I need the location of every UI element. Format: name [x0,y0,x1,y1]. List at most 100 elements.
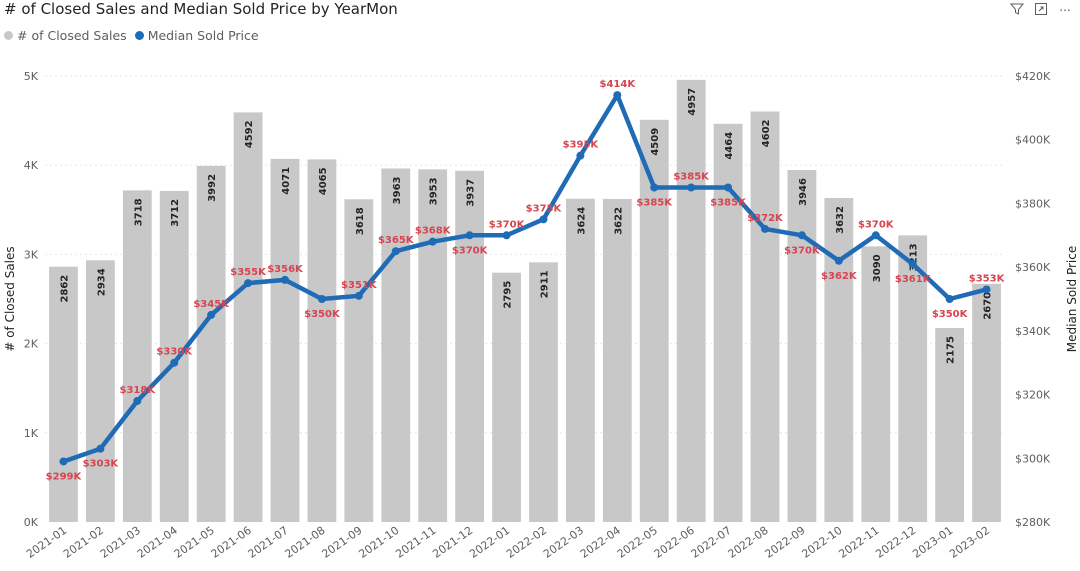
bar-value-label: 3712 [170,199,181,227]
median-price-point [539,215,548,224]
x-axis-tick-label: 2022-08 [726,524,771,561]
bar-value-label: 3953 [429,177,440,205]
x-axis-tick-label: 2022-12 [873,524,918,561]
legend-item-median-price[interactable]: Median Sold Price [134,28,259,43]
bar-closed-sales [122,190,152,522]
bar-value-label: 3718 [133,198,144,226]
more-options-icon[interactable]: ... [1058,2,1072,16]
bar-value-label: 4509 [650,128,661,156]
x-axis-tick-label: 2022-03 [541,524,586,561]
visual-header-toolbar: ... [1010,2,1072,16]
median-price-point [354,291,363,300]
x-axis-tick-label: 2023-01 [910,524,955,561]
bar-closed-sales [233,112,263,522]
median-price-point [391,247,400,256]
bar-closed-sales [898,235,928,523]
median-price-point [761,224,769,233]
bar-closed-sales [935,327,965,522]
x-axis-tick-label: 2021-11 [393,524,438,561]
bar-closed-sales [49,266,78,522]
more-options-label: ... [1059,2,1070,14]
focus-mode-icon[interactable] [1034,2,1048,16]
bar-closed-sales [159,190,189,523]
x-axis-tick-label: 2022-09 [763,524,808,561]
right-axis-tick-label: $400K [1015,134,1051,147]
bar-closed-sales [529,262,558,522]
x-axis-tick-label: 2022-10 [799,524,844,561]
bar-closed-sales [602,198,632,522]
median-price-point [945,295,954,303]
price-data-label: $353K [969,273,1006,284]
price-data-label: $361K [895,274,932,285]
legend-item-closed-sales[interactable]: # of Closed Sales [4,28,127,43]
x-axis-tick-label: 2021-08 [283,524,328,561]
bar-value-label: 3618 [355,207,366,235]
bar-closed-sales [676,79,706,522]
price-data-label: $350K [932,309,969,320]
median-price-point [871,231,880,240]
bar-value-label: 3213 [909,243,920,271]
chart-title: # of Closed Sales and Median Sold Price … [4,0,398,18]
price-data-label: $362K [821,271,858,282]
bar-value-label: 2795 [503,281,514,309]
left-axis-tick-label: 1K [24,427,39,440]
median-price-point [502,231,511,240]
right-axis-tick-label: $380K [1015,197,1051,210]
bar-value-label: 3992 [207,174,218,202]
price-data-label: $350K [304,309,341,320]
bar-closed-sales [85,260,115,522]
legend-swatch-closed-sales [4,31,13,40]
bar-value-label: 3632 [835,206,846,234]
x-axis-tick-label: 2021-01 [24,524,69,561]
median-price-point [133,396,142,405]
price-labels: $299K$303K $318K $330K $345K $355K $356K $350K… [46,79,1006,482]
bar-value-label: 4464 [724,132,735,160]
median-price-point [281,275,289,284]
median-price-point [724,183,733,192]
line-median-price [59,91,991,466]
median-price-point [170,358,179,367]
bar-closed-sales [381,168,411,522]
median-price-point [244,279,253,288]
median-price-point [650,183,659,192]
left-axis-tick-label: 3K [24,248,39,261]
bar-value-label: 2175 [946,336,957,364]
bar-value-label: 4071 [281,167,292,195]
price-data-label: $395K [563,140,600,151]
x-axis-tick-label: 2021-07 [246,524,291,561]
price-data-label: $365K [378,235,415,246]
right-axis-tick-label: $320K [1015,389,1051,402]
median-price-point [687,183,696,192]
bar-closed-sales [565,198,595,522]
bar-closed-sales [750,111,780,523]
median-price-point [96,444,105,453]
bar-value-label: 3090 [872,254,883,282]
bar-value-label: 3963 [392,176,403,204]
x-axis-tick-label: 2022-06 [652,524,697,561]
price-data-label: $370K [858,219,895,230]
x-axis-tick-label: 2021-12 [430,524,475,561]
median-price-line [61,92,989,464]
x-axis-tick-label: 2021-10 [356,524,401,561]
median-price-point [59,457,68,466]
price-data-label: $299K [46,471,83,482]
price-data-label: $370K [452,245,489,256]
price-data-label: $368K [415,226,452,237]
price-data-label: $385K [636,198,673,209]
filter-icon[interactable] [1010,2,1024,16]
bar-closed-sales [270,158,300,522]
price-data-label: $385K [673,172,710,183]
x-axis-tick-label: 2021-05 [172,524,217,561]
right-axis-tick-label: $360K [1015,261,1051,274]
x-axis-tick-label: 2021-04 [135,524,180,561]
x-axis-tick-label: 2021-03 [98,524,143,561]
left-axis-tick-label: 5K [24,70,39,83]
left-axis-tick-label: 4K [24,159,39,172]
bar-value-label: 3624 [576,207,587,235]
bar-value-label: 3946 [798,178,809,206]
right-axis-tick-label: $420K [1015,70,1051,83]
left-axis-tick-label: 2K [24,338,39,351]
price-data-label: $414K [600,79,637,90]
bar-value-label: 4957 [687,88,698,116]
